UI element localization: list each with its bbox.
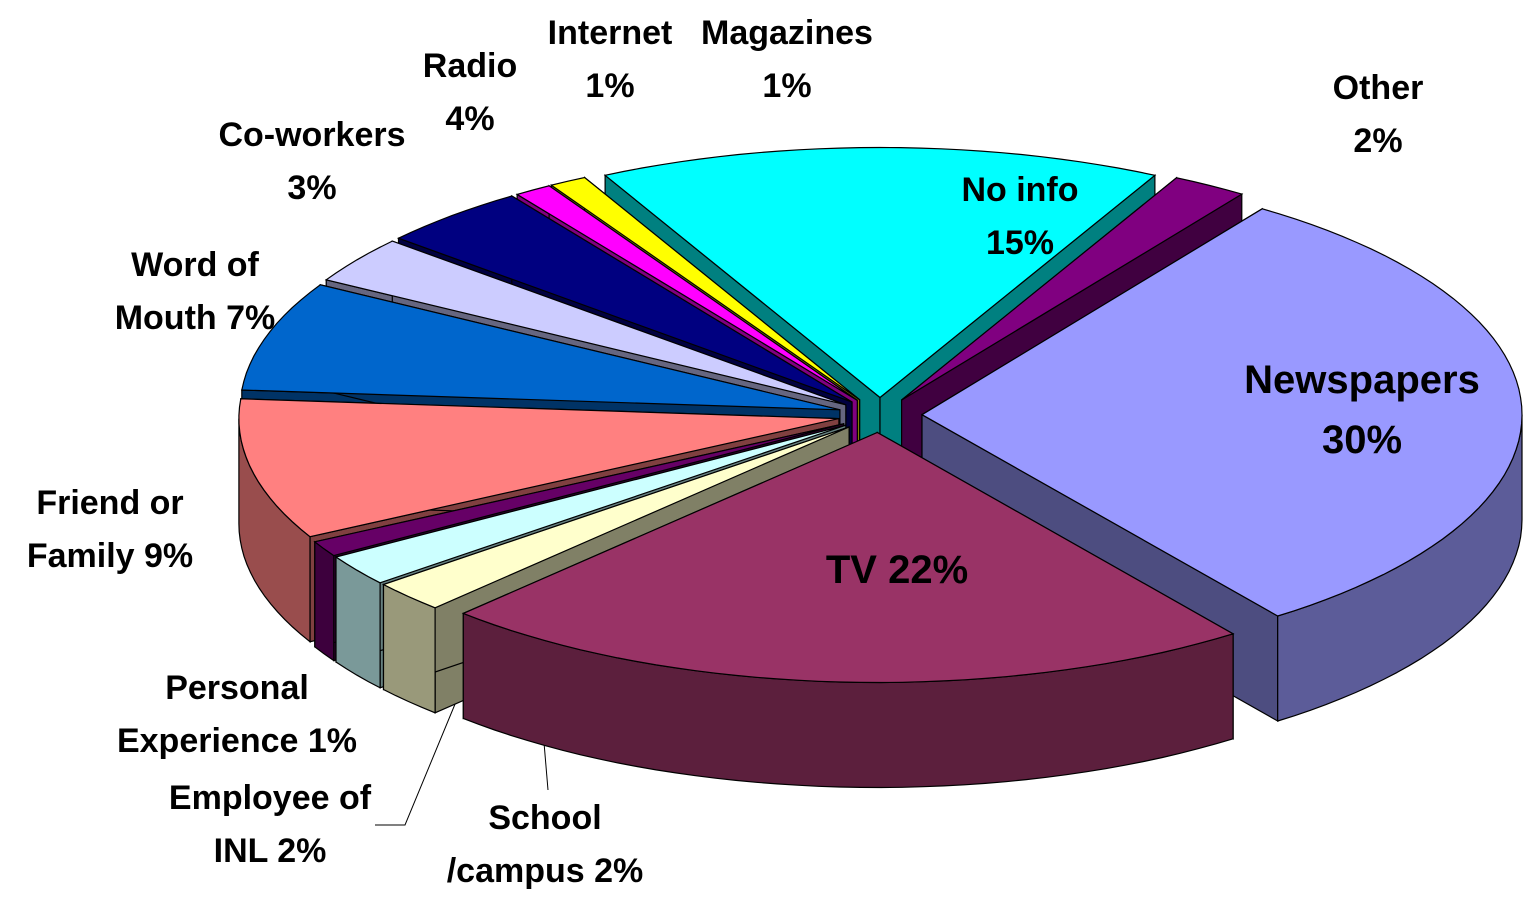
value-label: 1% xyxy=(307,722,358,760)
leader-line xyxy=(375,679,466,826)
value-label: 1% xyxy=(585,67,635,105)
slice xyxy=(515,185,858,401)
category-name: School /campus xyxy=(446,799,602,890)
slice-label: Internet 1% xyxy=(530,7,690,113)
slice xyxy=(241,284,841,411)
slice xyxy=(901,177,1244,401)
slice xyxy=(461,431,1235,684)
category-name: Newspapers xyxy=(1244,358,1480,402)
slice xyxy=(324,240,847,406)
slice-label: Personal Experience 1% xyxy=(87,662,387,768)
slice-label: School /campus 2% xyxy=(420,792,670,898)
value-label: 4% xyxy=(445,100,495,138)
category-name: No info xyxy=(961,171,1079,209)
slice-label: Employee of INL 2% xyxy=(165,772,375,878)
slice-label: Co-workers 3% xyxy=(192,109,432,215)
slice-wall xyxy=(314,540,335,662)
value-label: 2% xyxy=(1353,122,1403,160)
slice-label: TV 22% xyxy=(817,540,977,600)
slice-label: No info 15% xyxy=(925,164,1115,270)
slice-label: Radio 4% xyxy=(405,40,535,146)
slice xyxy=(334,424,846,584)
slice-label: Word of Mouth 7% xyxy=(95,239,295,345)
slice xyxy=(238,398,840,538)
slice xyxy=(920,208,1523,617)
category-name: Employee of INL xyxy=(168,779,372,870)
value-label: 9% xyxy=(144,537,194,575)
category-name: TV xyxy=(825,548,877,592)
value-label: 30% xyxy=(1321,418,1403,462)
slice-label: Friend or Family 9% xyxy=(5,477,215,583)
value-label: 2% xyxy=(594,852,644,890)
slice xyxy=(549,176,860,401)
category-name: Magazines xyxy=(701,14,873,52)
category-name: Personal Experience xyxy=(116,669,309,760)
slice-label: Other 2% xyxy=(1313,62,1443,168)
value-label: 22% xyxy=(888,548,969,592)
value-label: 1% xyxy=(762,67,812,105)
category-name: Friend or Family xyxy=(26,484,184,575)
category-name: Word of Mouth xyxy=(114,246,259,337)
value-label: 3% xyxy=(287,169,337,207)
category-name: Co-workers xyxy=(218,116,406,154)
value-label: 7% xyxy=(226,299,276,337)
slice xyxy=(603,146,1157,399)
slice xyxy=(381,426,850,609)
slice-label: Newspapers 30% xyxy=(1202,350,1522,470)
value-label: 2% xyxy=(277,832,327,870)
slice xyxy=(396,195,853,403)
slice xyxy=(313,423,844,557)
slice-label: Magazines 1% xyxy=(672,7,902,113)
category-name: Radio xyxy=(422,47,518,85)
category-name: Internet xyxy=(547,14,673,52)
category-name: Other xyxy=(1332,69,1424,107)
value-label: 15% xyxy=(985,224,1055,262)
